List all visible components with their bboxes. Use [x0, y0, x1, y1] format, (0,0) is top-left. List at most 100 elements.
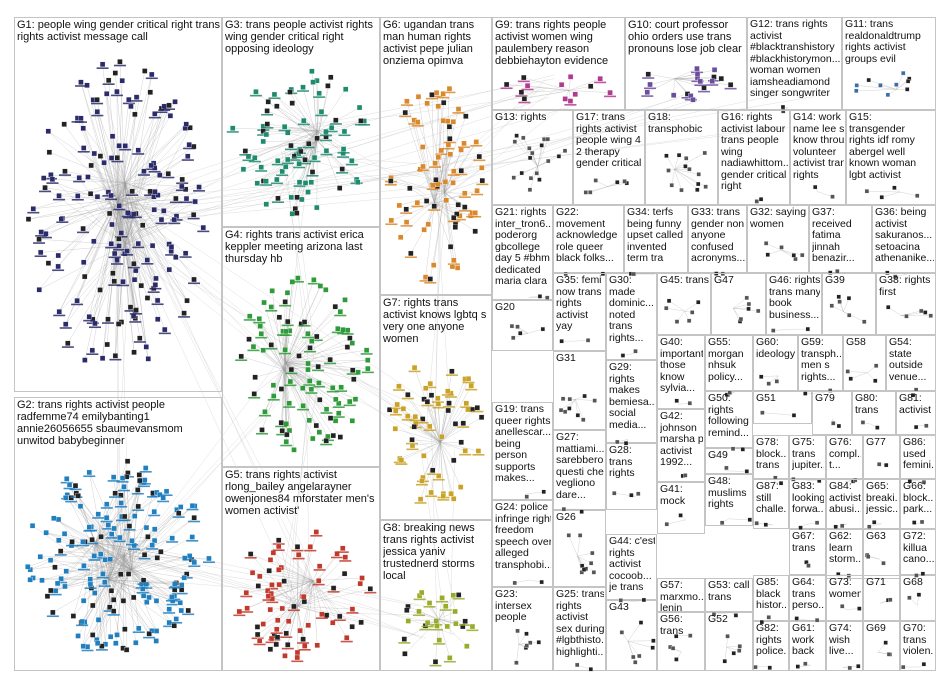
node-g4 [316, 380, 322, 386]
node-g11 [885, 92, 891, 98]
node-caption-g1 [61, 346, 74, 348]
node-caption-g8 [398, 642, 411, 644]
node-g2 [135, 503, 141, 510]
node-g35 [585, 338, 591, 343]
node-g1 [183, 121, 189, 127]
node-caption-g6 [400, 104, 413, 106]
node-g6 [472, 228, 478, 234]
node-g7 [409, 437, 415, 443]
node-caption-g2 [148, 514, 161, 517]
node-g1 [63, 321, 69, 327]
node-g4 [336, 410, 342, 416]
node-g4 [279, 428, 285, 434]
node-g2 [129, 538, 135, 544]
node-g3 [240, 166, 247, 172]
node-g19 [541, 489, 546, 494]
node-g60 [766, 381, 771, 386]
node-g42 [683, 473, 688, 478]
node-g39 [862, 319, 867, 324]
node-g1 [135, 240, 141, 247]
cluster-g31 [558, 393, 597, 422]
node-g1 [42, 184, 48, 191]
node-g80 [875, 425, 880, 430]
node-g4 [344, 344, 351, 350]
group-frame-g27 [553, 430, 606, 510]
node-g81 [924, 423, 929, 428]
node-caption-g3 [306, 175, 319, 177]
node-g7 [394, 401, 400, 408]
node-g2 [143, 465, 149, 471]
node-g5 [276, 567, 282, 573]
node-g6 [417, 166, 423, 173]
node-g1 [125, 210, 131, 216]
node-caption-g6 [435, 153, 448, 156]
node-caption-g4 [280, 444, 293, 447]
node-g5 [281, 578, 287, 584]
node-g6 [462, 204, 468, 210]
node-g79 [836, 423, 842, 429]
node-g4 [365, 365, 371, 372]
node-caption-g4 [332, 416, 345, 418]
node-g6 [435, 103, 441, 109]
node-g7 [468, 383, 474, 389]
node-g1 [56, 309, 62, 315]
node-g5 [285, 618, 292, 624]
node-g5 [344, 635, 350, 641]
node-g1 [133, 94, 140, 100]
node-g2 [103, 515, 110, 521]
node-caption-g4 [243, 319, 256, 321]
node-caption-g1 [109, 358, 122, 361]
edge-g2-g4 [129, 354, 284, 560]
node-g26 [579, 563, 585, 568]
node-caption-g3 [292, 156, 305, 159]
node-caption-g9 [500, 87, 513, 90]
node-caption-g7 [459, 453, 472, 456]
node-g1 [65, 340, 71, 346]
node-g7 [451, 496, 457, 502]
node-g58 [873, 378, 878, 383]
cluster-g68 [907, 592, 922, 606]
node-g47 [746, 301, 752, 307]
node-g6 [463, 113, 469, 119]
node-g2 [137, 477, 143, 484]
node-g15 [864, 189, 870, 194]
node-g2 [158, 549, 164, 555]
node-g2 [95, 511, 101, 517]
node-g4 [283, 328, 289, 335]
node-g62 [836, 572, 841, 577]
node-g2 [90, 602, 96, 609]
node-g6 [423, 198, 430, 204]
node-g26 [577, 533, 583, 538]
node-g8 [460, 623, 466, 630]
node-g4 [270, 382, 277, 388]
node-caption-g6 [443, 91, 456, 94]
node-g8 [401, 636, 407, 642]
node-g1 [97, 287, 103, 293]
edge-g5-g8 [318, 612, 418, 616]
node-caption-g3 [299, 162, 312, 165]
node-g14 [830, 194, 835, 199]
node-g1 [94, 109, 100, 115]
node-g2 [140, 593, 147, 599]
node-caption-g5 [262, 599, 275, 601]
node-g9 [503, 81, 510, 88]
node-g43 [633, 660, 638, 665]
node-g3 [294, 210, 300, 216]
node-g7 [411, 424, 417, 430]
node-caption-g3 [261, 127, 274, 129]
node-g51 [760, 410, 765, 415]
node-caption-g5 [291, 549, 304, 552]
node-caption-g2 [136, 591, 149, 594]
node-g3 [314, 135, 320, 142]
node-caption-g7 [401, 419, 414, 421]
cluster-g13 [511, 133, 568, 192]
node-g18 [703, 184, 708, 189]
node-g2 [140, 577, 147, 583]
node-g1 [161, 103, 167, 110]
node-caption-g5 [310, 535, 323, 537]
node-g4 [365, 357, 371, 363]
cluster-g85 [759, 615, 771, 625]
cluster-g17 [583, 178, 629, 195]
node-caption-g1 [155, 111, 168, 114]
node-g2 [55, 516, 62, 523]
